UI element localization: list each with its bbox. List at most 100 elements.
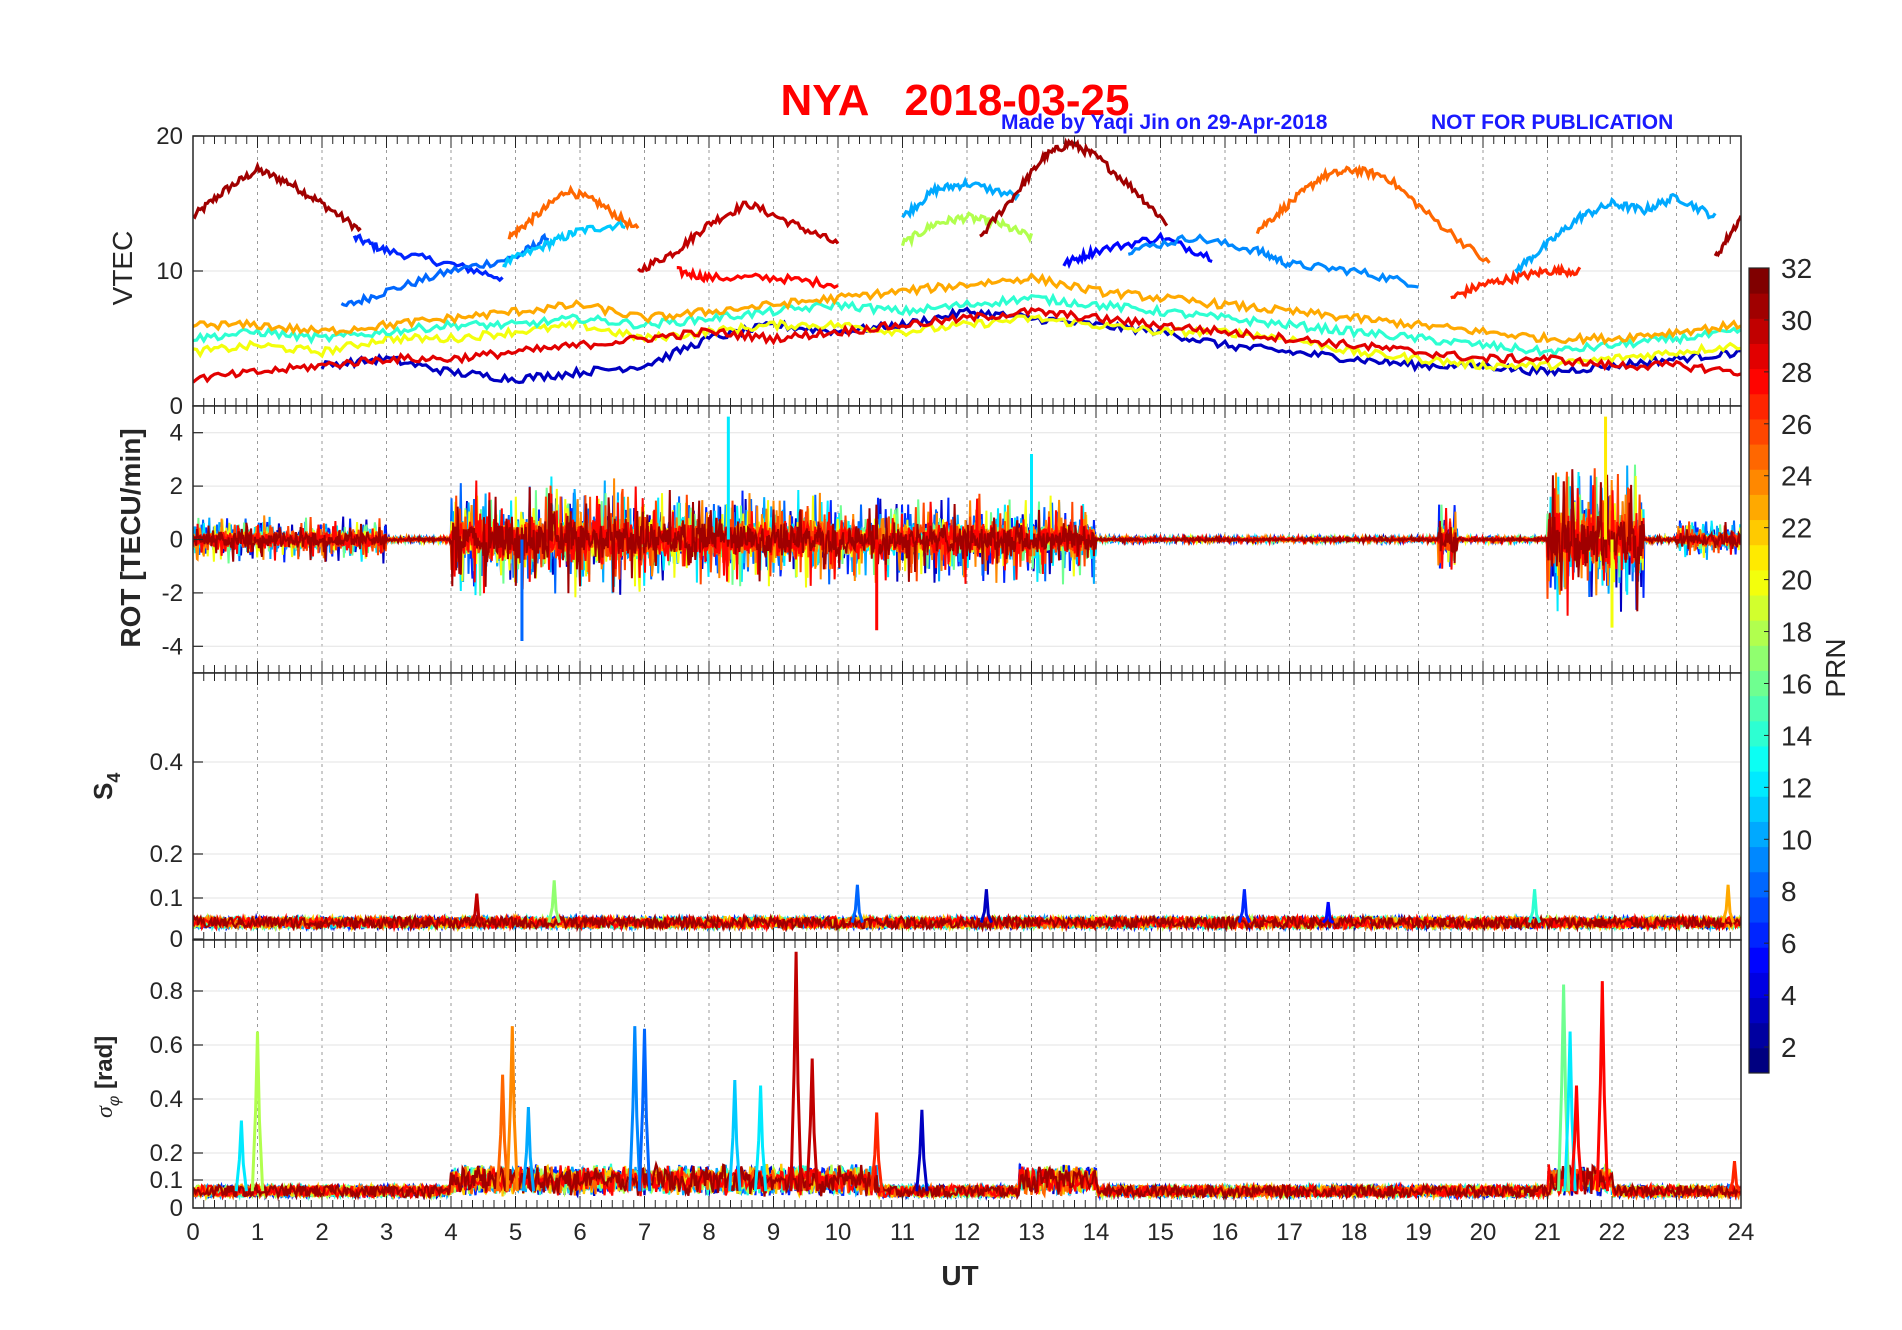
colorbar-segment [1749,318,1769,344]
sigma-peak [250,1031,265,1192]
s4-peak [850,884,864,924]
colorbar-segment [1749,972,1769,999]
svg-text:σφ [rad]: σφ [rad] [91,1036,123,1118]
colorbar-segment [1749,947,1769,973]
ut-xtick-label: 18 [1341,1219,1368,1246]
sigma-ytick-label: 0.8 [150,978,183,1005]
colorbar-segment [1749,368,1769,395]
vtec-series-prn-31 [979,137,1169,238]
ut-xtick-label: 13 [1018,1219,1045,1246]
ut-xtick-label: 17 [1276,1219,1303,1246]
ut-xtick-label: 6 [573,1219,586,1246]
ut-xtick-label: 23 [1663,1219,1690,1246]
colorbar-tick-label: 26 [1781,409,1812,440]
ut-xtick-label: 3 [380,1219,393,1246]
ut-xtick-label: 9 [767,1219,780,1246]
sigma-peak [628,1026,642,1192]
vtec-series-prn-10 [901,176,1020,220]
ut-xtick-label: 21 [1534,1219,1561,1246]
vtec-series-prn-28 [676,266,839,290]
sigma-peak [505,1026,519,1192]
sigma-peak [789,951,803,1192]
rot-ytick-label: 2 [170,473,183,500]
vtec-series-prn-30 [636,200,840,273]
vtec-series-prn-18 [900,211,1034,249]
colorbar-segment [1749,846,1769,873]
ut-xtick-label: 4 [444,1219,457,1246]
colorbar-segment [1749,896,1769,923]
vtec-series-prn-6 [352,233,504,283]
vtec-series-group [193,137,1741,385]
vtec-series-prn-14 [193,292,1741,358]
sigma-panel: 00.10.20.40.60.80 1 2 3 4 5 6 7 8 9 10 11 12 13 14 15 16… [150,939,1755,1246]
s4-peak [470,893,484,924]
colorbar-tick-label: 4 [1781,980,1797,1011]
rot-ytick-label: -4 [162,633,183,660]
ut-xtick-label: 0 [186,1219,199,1246]
rot-ytick-label: 4 [170,420,183,447]
colorbar-tick-label: 8 [1781,876,1797,907]
colorbar-segment [1749,771,1769,797]
vtec-series-prn-31 [193,161,362,233]
ut-xtick-label: 22 [1599,1219,1626,1246]
colorbar-segment [1749,796,1769,822]
colorbar-segment [1749,268,1769,294]
figure-title: NYA 2018-03-25 [781,76,1130,125]
ut-xtick-label: 20 [1470,1219,1497,1246]
colorbar-segment [1749,293,1769,319]
vtec-series-prn-25 [507,184,640,240]
colorbar-segment [1749,544,1769,571]
colorbar-segment [1749,670,1769,697]
s4-series-group [193,880,1741,933]
vtec-series-prn-31 [1713,215,1741,258]
credit-text: Made by Yaqi Jin on 29-Apr-2018 [1001,111,1328,134]
sigma-peak [753,1085,768,1192]
ut-xtick-label: 12 [954,1219,981,1246]
vtec-series-prn-9 [1127,233,1419,289]
svg-text:S4: S4 [88,773,124,800]
ut-xtick-label: 10 [825,1219,852,1246]
colorbar-tick-label: 22 [1781,513,1812,544]
colorbar-tick-label: 16 [1781,668,1812,699]
publication-notice: NOT FOR PUBLICATION [1431,111,1673,134]
vtec-series-prn-8 [340,232,550,308]
colorbar-segment [1749,469,1769,495]
colorbar-segment [1749,1022,1769,1049]
vtec-series-prn-20 [193,314,1741,372]
ut-xlabel: UT [941,1260,978,1291]
colorbar-tick-label: 6 [1781,928,1797,959]
vtec-series-prn-27 [1450,262,1582,300]
rot-panel: -4 -2 0 2 4 [162,405,1742,674]
colorbar-segment [1749,645,1769,671]
ut-xtick-label: 14 [1083,1219,1110,1246]
colorbar-frame [1748,267,1770,1074]
s4-series-prn-31 [193,912,1741,933]
colorbar-tick-label: 10 [1781,824,1812,855]
sigma-ytick-label: 0.2 [150,1140,183,1167]
sigma-peak [637,1028,652,1192]
ut-xtick-label: 19 [1405,1219,1432,1246]
vtec-panel: 0 10 20 [156,123,1742,420]
colorbar-tick-label: 18 [1781,617,1812,648]
s4-peak [1527,889,1542,924]
rot-series-group [193,416,1741,641]
colorbar-tick-label: 2 [1781,1032,1797,1063]
colorbar-segment [1749,695,1769,722]
vtec-series-prn-10 [1514,192,1717,275]
colorbar-tick-label: 14 [1781,720,1812,751]
colorbar-segment [1749,821,1769,848]
ut-xtick-label: 5 [509,1219,522,1246]
sigma-ytick-label: 0.1 [150,1167,183,1194]
colorbar-segment [1749,494,1769,521]
rot-ytick-label: -2 [162,580,183,607]
colorbar-label: PRN [1820,638,1851,697]
colorbar-segment [1749,922,1769,948]
rot-ylabel: ROT [TECU/min] [115,428,146,647]
colorbar-tick-label: 20 [1781,565,1812,596]
ut-xtick-label: 24 [1728,1219,1755,1246]
ut-xtick-label: 7 [638,1219,651,1246]
s4-ytick-label: 0.4 [150,749,183,776]
s4-ytick-label: 0.1 [150,885,183,912]
